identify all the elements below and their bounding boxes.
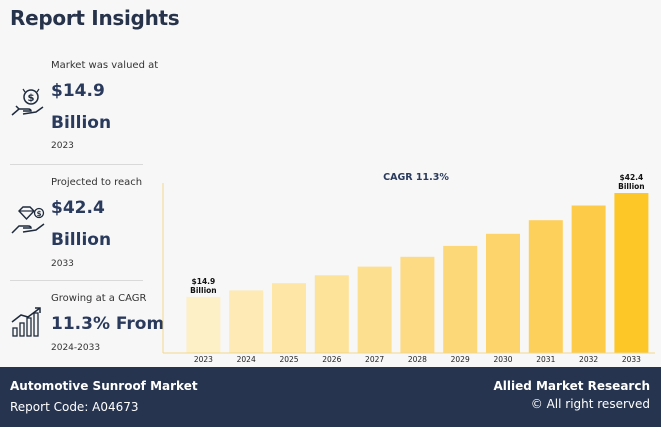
stat-value-line2: Billion (51, 113, 112, 133)
svg-text:$: $ (28, 93, 35, 104)
bar-2023 (186, 296, 221, 353)
divider (10, 164, 143, 165)
data-label-2033: $42.4 Billion (618, 173, 645, 191)
x-tick-label: 2028 (408, 355, 427, 364)
stat-market-value: Market was valued at $ $14.9 Billion 202… (10, 55, 158, 160)
footer: Automotive Sunroof Market Report Code: A… (0, 367, 661, 427)
money-hand-icon: $ (11, 88, 44, 116)
bar-2031 (528, 220, 563, 353)
stat-caption: Projected to reach (51, 177, 143, 188)
brand-name: Allied Market Research (493, 379, 650, 393)
stat-value-line1: 11.3% From (51, 314, 165, 334)
divider (10, 280, 143, 281)
stat-value-line2: Billion (51, 230, 112, 250)
x-tick-label: 2023 (194, 355, 213, 364)
bar-2027 (357, 266, 392, 353)
stat-sub: 2023 (51, 141, 74, 151)
x-tick-label: 2030 (493, 355, 512, 364)
bar-2024 (229, 290, 264, 353)
x-tick-label: 2033 (622, 355, 641, 364)
bar-2025 (272, 283, 306, 353)
x-tick-label: 2027 (365, 355, 384, 364)
stat-sub: 2024-2033 (51, 343, 101, 353)
x-tick-label: 2029 (451, 355, 470, 364)
growth-chart-icon (11, 307, 41, 337)
bar-2029 (443, 245, 478, 353)
labels-layer: 2023 $14.9 Billion 2024 2025 2026 2027 2028 2029… (190, 173, 645, 364)
svg-text:$: $ (37, 210, 42, 218)
data-label-2023: $14.9 Billion (190, 277, 217, 295)
bar-2030 (486, 233, 520, 353)
stat-value-line1: $42.4 (51, 198, 105, 218)
bar-2028 (400, 256, 435, 353)
stat-sub: 2033 (51, 259, 74, 269)
x-tick-label: 2026 (322, 355, 341, 364)
diamond-hand-icon: $ (11, 206, 45, 234)
stat-projected-value: Projected to reach $ $42.4 Billion 2033 (10, 172, 144, 277)
bar-2033 (614, 193, 649, 353)
page-title: Report Insights (10, 6, 180, 30)
report-code: Report Code: A04673 (10, 400, 139, 414)
bar-2026 (314, 275, 349, 353)
chart-title: CAGR 11.3% (383, 172, 449, 183)
stat-cagr: Growing at a CAGR 11.3% From 2024-2033 (10, 288, 164, 360)
bar-2032 (571, 205, 606, 353)
stat-caption: Market was valued at (51, 60, 159, 71)
x-tick-label: 2025 (279, 355, 298, 364)
x-tick-label: 2032 (579, 355, 598, 364)
bars-layer (186, 193, 649, 353)
x-tick-label: 2031 (536, 355, 555, 364)
x-tick-label: 2024 (237, 355, 256, 364)
stat-value-line1: $14.9 (51, 81, 105, 101)
stat-caption: Growing at a CAGR (51, 293, 147, 304)
market-name: Automotive Sunroof Market (10, 379, 198, 393)
rights-notice: © All right reserved (530, 397, 650, 411)
